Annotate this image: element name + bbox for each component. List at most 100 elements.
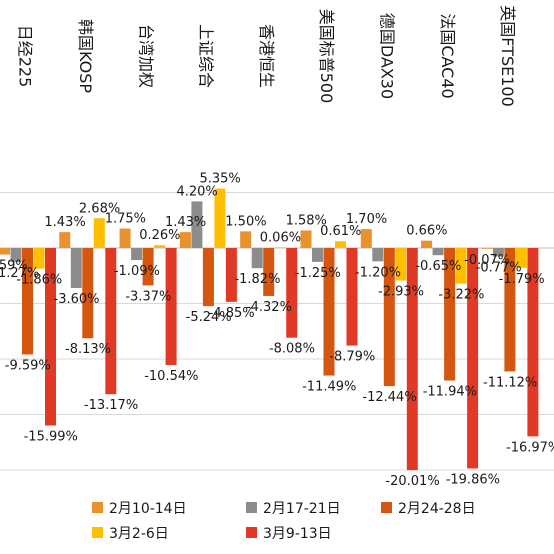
data-label: 2.68% [79, 201, 120, 216]
bar [10, 248, 22, 263]
data-label: -1.25% [295, 266, 341, 281]
bar [70, 248, 82, 288]
bar [0, 248, 10, 255]
bar [33, 248, 45, 269]
data-label: 1.58% [286, 213, 327, 228]
bar [202, 248, 214, 307]
bar [59, 232, 71, 248]
data-label: -4.32% [246, 300, 292, 315]
data-label: -0.07% [464, 253, 510, 268]
category-label: 上证综合 [197, 24, 216, 88]
data-label: 5.35% [199, 172, 240, 187]
legend: 2月10-14日 2月17-21日 2月24-28日 3月2-6日 3月9-13日 [92, 501, 476, 542]
data-label: -9.59% [5, 358, 51, 373]
bar [515, 248, 527, 268]
data-label: 1.50% [225, 214, 266, 229]
bar [360, 229, 372, 248]
bar [225, 248, 237, 302]
data-label: 0.26% [139, 228, 180, 243]
bar [432, 248, 444, 256]
bar [372, 248, 384, 262]
data-label: -12.44% [362, 390, 416, 405]
data-label: 4.20% [176, 184, 217, 199]
bar [286, 248, 298, 338]
data-label: -16.97% [506, 440, 554, 455]
bar [312, 248, 323, 262]
data-label: 1.43% [165, 215, 206, 230]
data-label: -8.13% [65, 342, 111, 357]
bar [335, 241, 346, 248]
category-label: 法国CAC40 [438, 13, 457, 98]
data-label: -1.20% [355, 265, 401, 280]
legend-swatch [381, 502, 392, 513]
data-label: -3.60% [54, 292, 100, 307]
bar [455, 248, 467, 284]
legend-label: 3月9-13日 [263, 526, 332, 542]
bar [481, 248, 493, 249]
data-label: -19.86% [446, 472, 500, 487]
data-label: -5.24% [186, 310, 232, 325]
bars [0, 188, 539, 471]
category-label: 德国DAX30 [377, 13, 396, 99]
data-label: 0.06% [260, 230, 301, 245]
data-label: -11.94% [423, 385, 477, 400]
bar [165, 248, 177, 365]
data-label: -11.12% [483, 375, 537, 390]
bar [142, 248, 154, 286]
data-label: -8.08% [269, 342, 315, 357]
bar [467, 248, 479, 469]
data-label: -1.79% [499, 272, 545, 287]
bar [527, 248, 539, 437]
data-label: -1.82% [234, 272, 280, 287]
data-label: -2.93% [378, 285, 424, 300]
bar [119, 228, 131, 248]
category-label: 香港恒生 [257, 24, 276, 88]
bar [93, 218, 105, 248]
bar [274, 247, 286, 249]
legend-swatch [246, 527, 257, 538]
bar [251, 248, 263, 269]
bar [504, 248, 516, 372]
bar [263, 248, 275, 296]
data-label: -1.86% [16, 273, 62, 288]
category-labels: 日经225 韩国KOSP 台湾加权 上证综合 香港恒生 美国标普500 德国DAX30 法国C… [16, 5, 517, 107]
data-label: -20.01% [385, 474, 439, 489]
bar [105, 248, 117, 395]
bar [421, 240, 433, 248]
bar [346, 248, 358, 346]
data-label: -0.59% [0, 259, 28, 274]
data-label: -1.27% [0, 266, 39, 281]
data-label: -8.79% [329, 350, 375, 365]
bar [179, 232, 191, 248]
bar [82, 248, 94, 339]
category-label: 韩国KOSP [76, 19, 95, 93]
bar [214, 188, 226, 248]
legend-swatch [92, 527, 103, 538]
data-label: -11.49% [302, 380, 356, 395]
data-label: -1.09% [114, 264, 160, 279]
category-label: 日经225 [16, 25, 35, 88]
legend-label: 2月24-28日 [398, 501, 476, 517]
category-label: 台湾加权 [136, 24, 155, 88]
bar [406, 248, 418, 471]
data-label: -0.65% [415, 259, 461, 274]
category-label: 美国标普500 [317, 9, 336, 104]
bar [154, 245, 166, 248]
data-label: 0.66% [406, 224, 447, 239]
data-label: -10.54% [144, 369, 198, 384]
bar [444, 248, 456, 381]
legend-swatch [246, 502, 257, 513]
bar [492, 248, 504, 257]
bar [45, 248, 56, 426]
category-label: 英国FTSE100 [498, 5, 517, 107]
legend-label: 2月17-21日 [263, 501, 341, 517]
bar [131, 248, 143, 261]
data-label: -4.85% [209, 306, 255, 321]
data-label: -0.77% [476, 261, 522, 276]
bar [383, 248, 395, 387]
data-label: 0.61% [320, 224, 361, 239]
data-label: 1.75% [105, 212, 146, 227]
bar [300, 230, 312, 248]
data-label: 1.70% [346, 212, 387, 227]
